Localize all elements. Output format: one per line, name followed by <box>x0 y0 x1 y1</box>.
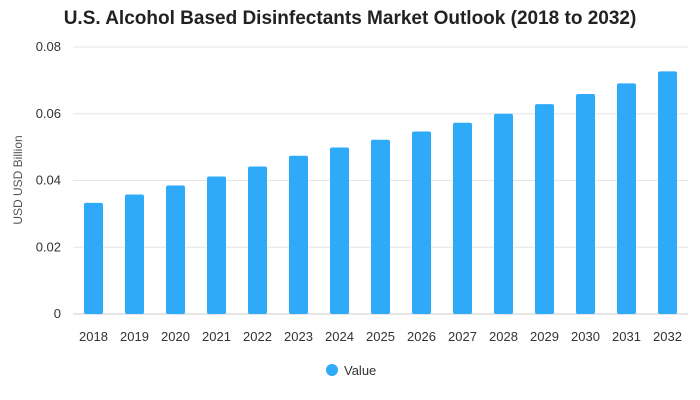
x-tick-label: 2028 <box>489 329 518 344</box>
y-tick-label: 0.08 <box>36 39 61 54</box>
x-tick-label: 2020 <box>161 329 190 344</box>
x-tick-label: 2023 <box>284 329 313 344</box>
x-tick-label: 2031 <box>612 329 641 344</box>
x-tick-label: 2027 <box>448 329 477 344</box>
y-tick-label: 0 <box>54 306 61 321</box>
chart-title: U.S. Alcohol Based Disinfectants Market … <box>63 8 637 29</box>
x-tick-label: 2030 <box>571 329 600 344</box>
x-tick-label: 2019 <box>120 329 149 344</box>
bar-2027[interactable] <box>453 122 472 314</box>
bar-2029[interactable] <box>535 104 554 314</box>
y-axis-label: USD USD Billion <box>11 135 25 224</box>
y-tick-label: 0.06 <box>36 106 61 121</box>
x-tick-label: 2029 <box>530 329 559 344</box>
bar-2025[interactable] <box>371 139 390 314</box>
bar-2024[interactable] <box>330 147 349 314</box>
bar-2021[interactable] <box>207 176 226 314</box>
x-axis-ticks: 2018 2019 2020 2021 2022 2023 2024 2025 2026 2027… <box>79 329 682 344</box>
legend[interactable]: Value <box>326 363 376 378</box>
x-tick-label: 2018 <box>79 329 108 344</box>
x-tick-label: 2021 <box>202 329 231 344</box>
bar-2020[interactable] <box>166 185 185 314</box>
y-tick-label: 0.02 <box>36 239 61 254</box>
x-tick-label: 2022 <box>243 329 272 344</box>
x-tick-label: 2032 <box>653 329 682 344</box>
legend-marker[interactable] <box>326 364 338 376</box>
bars <box>84 71 677 315</box>
bar-2028[interactable] <box>494 113 513 314</box>
bar-2032[interactable] <box>658 71 677 315</box>
legend-label[interactable]: Value <box>344 363 376 378</box>
x-tick-label: 2026 <box>407 329 436 344</box>
y-axis-ticks: 0 0.02 0.04 0.06 0.08 <box>36 39 61 321</box>
bar-2031[interactable] <box>617 83 636 314</box>
bar-2026[interactable] <box>412 131 431 314</box>
bar-2018[interactable] <box>84 202 103 314</box>
bar-2022[interactable] <box>248 166 267 314</box>
bar-2030[interactable] <box>576 94 595 314</box>
x-tick-label: 2025 <box>366 329 395 344</box>
bar-2023[interactable] <box>289 155 308 314</box>
x-tick-label: 2024 <box>325 329 354 344</box>
y-tick-label: 0.04 <box>36 173 61 188</box>
bar-2019[interactable] <box>125 194 144 314</box>
